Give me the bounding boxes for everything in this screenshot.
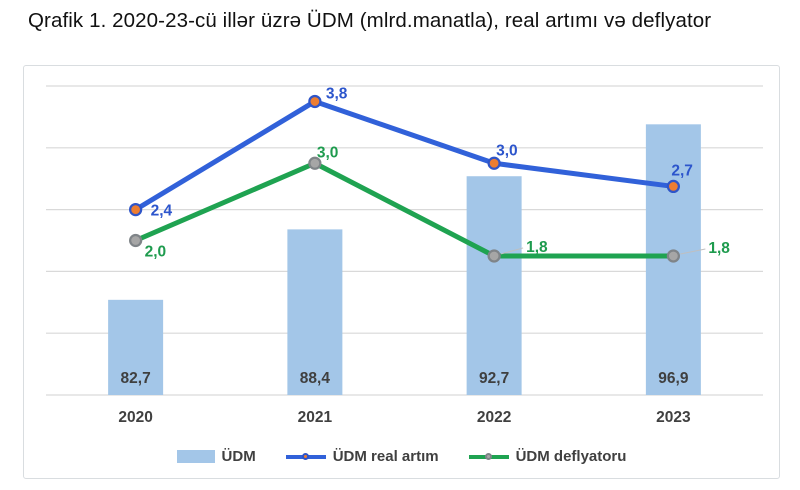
marker-series-0	[308, 94, 322, 109]
legend-item-udm: ÜDM	[176, 448, 256, 465]
line-series-1	[133, 160, 676, 259]
legend-dot-gray	[485, 453, 493, 460]
point-label: 2,0	[145, 244, 167, 261]
point-label: 1,8	[526, 239, 548, 256]
legend-item-deflyator: ÜDM deflyatoru	[468, 448, 627, 465]
chart-canvas: 82,7 88,4 92,7 96,9 2020 2021 2022 2023 2,4 3,8 3,…	[46, 85, 763, 426]
bar-value-label: 92,7	[479, 370, 509, 387]
chart-title: Qrafik 1. 2020-23-cü illər üzrə ÜDM (mlr…	[28, 9, 712, 32]
legend: ÜDM ÜDM real artım ÜDM deflyatoru	[24, 448, 779, 465]
line-series-0	[133, 98, 676, 213]
legend-dot-orange	[302, 453, 310, 460]
point-label: 2,4	[151, 203, 173, 220]
legend-label-deflyator: ÜDM deflyatoru	[515, 448, 627, 465]
point-label: 3,0	[317, 144, 339, 161]
x-axis-label: 2022	[477, 409, 511, 426]
leader-line	[680, 248, 706, 255]
point-label: 3,0	[496, 142, 518, 159]
marker-series-1	[666, 249, 680, 263]
bar-swatch-icon	[176, 450, 215, 463]
point-label: 3,8	[326, 85, 348, 102]
bar-2020	[108, 299, 164, 395]
bar-2022	[466, 176, 522, 395]
marker-series-1	[487, 249, 501, 263]
legend-label-real-artim: ÜDM real artım	[332, 448, 439, 465]
legend-item-real-artim: ÜDM real artım	[285, 448, 439, 465]
bar-value-label: 96,9	[658, 370, 689, 387]
leader-line	[500, 247, 524, 255]
bar-value-label: 88,4	[300, 370, 331, 387]
marker-series-0	[129, 202, 143, 217]
bar-value-label: 82,7	[121, 370, 151, 387]
point-label: 1,8	[708, 240, 730, 257]
marker-series-1	[129, 233, 143, 248]
legend-label-udm: ÜDM	[221, 448, 256, 465]
x-axis-label: 2021	[298, 409, 333, 426]
chart-panel: 82,7 88,4 92,7 96,9 2020 2021 2022 2023 2,4 3,8 3,…	[23, 65, 780, 479]
point-label: 2,7	[671, 162, 693, 179]
line-marker-swatch-blue-icon	[285, 450, 326, 463]
x-axis-label: 2023	[656, 409, 691, 426]
marker-series-1	[308, 156, 322, 170]
x-axis-label: 2020	[118, 409, 152, 426]
marker-series-0	[666, 179, 680, 194]
marker-series-0	[487, 156, 501, 170]
line-marker-swatch-green-icon	[468, 450, 509, 463]
bar-2021	[287, 229, 343, 395]
